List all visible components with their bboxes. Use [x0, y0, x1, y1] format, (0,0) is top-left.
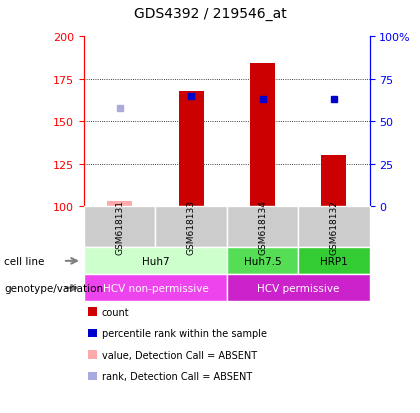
Bar [250, 64, 275, 206]
Text: GSM618134: GSM618134 [258, 200, 267, 254]
Text: genotype/variation: genotype/variation [4, 283, 103, 293]
Bar [107, 202, 132, 206]
Text: GSM618132: GSM618132 [329, 200, 339, 254]
Text: percentile rank within the sample: percentile rank within the sample [102, 328, 267, 338]
Text: count: count [102, 307, 129, 317]
Text: rank, Detection Call = ABSENT: rank, Detection Call = ABSENT [102, 371, 252, 381]
Text: cell line: cell line [4, 256, 45, 266]
Text: GDS4392 / 219546_at: GDS4392 / 219546_at [134, 7, 286, 21]
Text: value, Detection Call = ABSENT: value, Detection Call = ABSENT [102, 350, 257, 360]
Text: Huh7.5: Huh7.5 [244, 256, 281, 266]
Bar [178, 91, 204, 206]
Text: Huh7: Huh7 [142, 256, 169, 266]
Text: HRP1: HRP1 [320, 256, 348, 266]
Text: HCV permissive: HCV permissive [257, 283, 339, 293]
Text: GSM618131: GSM618131 [115, 200, 124, 254]
Bar [321, 156, 346, 206]
Text: GSM618133: GSM618133 [186, 200, 196, 254]
Text: HCV non-permissive: HCV non-permissive [102, 283, 208, 293]
